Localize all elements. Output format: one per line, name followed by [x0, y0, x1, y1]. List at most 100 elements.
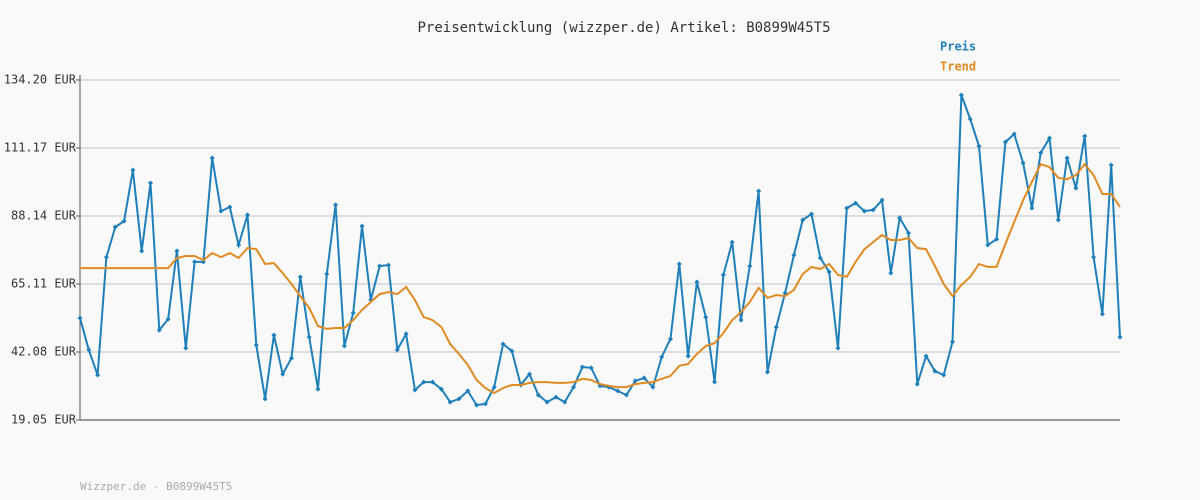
point-marker [641, 375, 647, 381]
point-marker [200, 259, 206, 265]
point-marker [694, 279, 700, 285]
point-marker [77, 315, 83, 321]
point-marker [121, 218, 127, 224]
point-marker [703, 314, 709, 320]
point-marker [1046, 135, 1052, 141]
point-marker [1029, 205, 1035, 211]
point-marker [95, 372, 101, 378]
point-marker [156, 327, 162, 333]
point-marker [377, 263, 383, 269]
point-marker [280, 371, 286, 377]
point-marker [491, 384, 497, 390]
point-marker [103, 254, 109, 260]
point-marker [456, 396, 462, 402]
point-marker [438, 386, 444, 392]
point-marker [764, 369, 770, 375]
point-marker [967, 116, 973, 122]
chart-title: Preisentwicklung (wizzper.de) Artikel: B… [417, 20, 830, 36]
point-marker [791, 252, 797, 258]
point-marker [112, 224, 118, 230]
point-marker [192, 259, 198, 265]
point-marker [1091, 254, 1097, 260]
point-marker [350, 310, 356, 316]
point-marker [668, 336, 674, 342]
point-marker [289, 355, 295, 361]
point-marker [447, 399, 453, 405]
point-marker [632, 378, 638, 384]
point-marker [1002, 139, 1008, 145]
point-marker [914, 381, 920, 387]
point-marker [1082, 133, 1088, 139]
point-marker [253, 342, 259, 348]
point-marker [359, 223, 365, 229]
point-marker [923, 353, 929, 359]
point-marker [994, 236, 1000, 242]
point-marker [809, 211, 815, 217]
point-marker [1073, 185, 1079, 191]
point-marker [941, 372, 947, 378]
point-marker [835, 345, 841, 351]
point-marker [500, 341, 506, 347]
series-line [79, 94, 1121, 407]
point-marker [676, 261, 682, 267]
footer: Wizzper.de - B0899W45T5 [80, 480, 232, 493]
point-marker [403, 331, 409, 337]
point-marker [244, 212, 250, 218]
point-marker [870, 207, 876, 213]
point-marker [165, 316, 171, 322]
y-tick-label: 65.11 EUR [11, 277, 77, 291]
point-marker [218, 208, 224, 214]
point-marker [853, 200, 859, 206]
point-marker [897, 215, 903, 221]
point-marker [139, 248, 145, 254]
point-marker [844, 205, 850, 211]
point-marker [615, 388, 621, 394]
point-marker [430, 379, 436, 385]
point-marker [623, 392, 629, 398]
point-marker [544, 399, 550, 405]
y-tick-label: 19.05 EUR [11, 413, 77, 427]
point-marker [1108, 162, 1114, 168]
point-marker [659, 354, 665, 360]
point-marker [465, 388, 471, 394]
point-marker [1020, 160, 1026, 166]
point-marker [685, 353, 691, 359]
point-marker [932, 368, 938, 374]
point-marker [130, 167, 136, 173]
point-marker [1055, 217, 1061, 223]
legend-label: Trend [940, 60, 976, 74]
point-marker [306, 334, 312, 340]
point-marker [861, 208, 867, 214]
point-marker [526, 371, 532, 377]
point-marker [720, 272, 726, 278]
point-marker [712, 379, 718, 385]
point-marker [271, 332, 277, 338]
point-marker [958, 92, 964, 98]
point-marker [950, 339, 956, 345]
point-marker [985, 242, 991, 248]
point-marker [1064, 155, 1070, 161]
point-marker [236, 242, 242, 248]
series-line [80, 162, 1121, 395]
point-marker [297, 274, 303, 280]
point-marker [86, 347, 92, 353]
point-marker [535, 392, 541, 398]
y-tick-label: 42.08 EUR [11, 345, 77, 359]
point-marker [1117, 334, 1123, 340]
point-marker [421, 379, 427, 385]
point-marker [482, 401, 488, 407]
point-marker [650, 384, 656, 390]
point-marker [817, 255, 823, 261]
point-marker [888, 270, 894, 276]
point-marker [879, 197, 885, 203]
y-tick-label: 111.17 EUR [4, 141, 77, 155]
point-marker [509, 348, 515, 354]
point-marker [579, 364, 585, 370]
y-tick-label: 88.14 EUR [11, 209, 77, 223]
y-tick-label: 134.20 EUR [4, 73, 77, 87]
point-marker [976, 143, 982, 149]
point-marker [227, 204, 233, 210]
legend-label: Preis [940, 40, 976, 54]
point-marker [148, 180, 154, 186]
